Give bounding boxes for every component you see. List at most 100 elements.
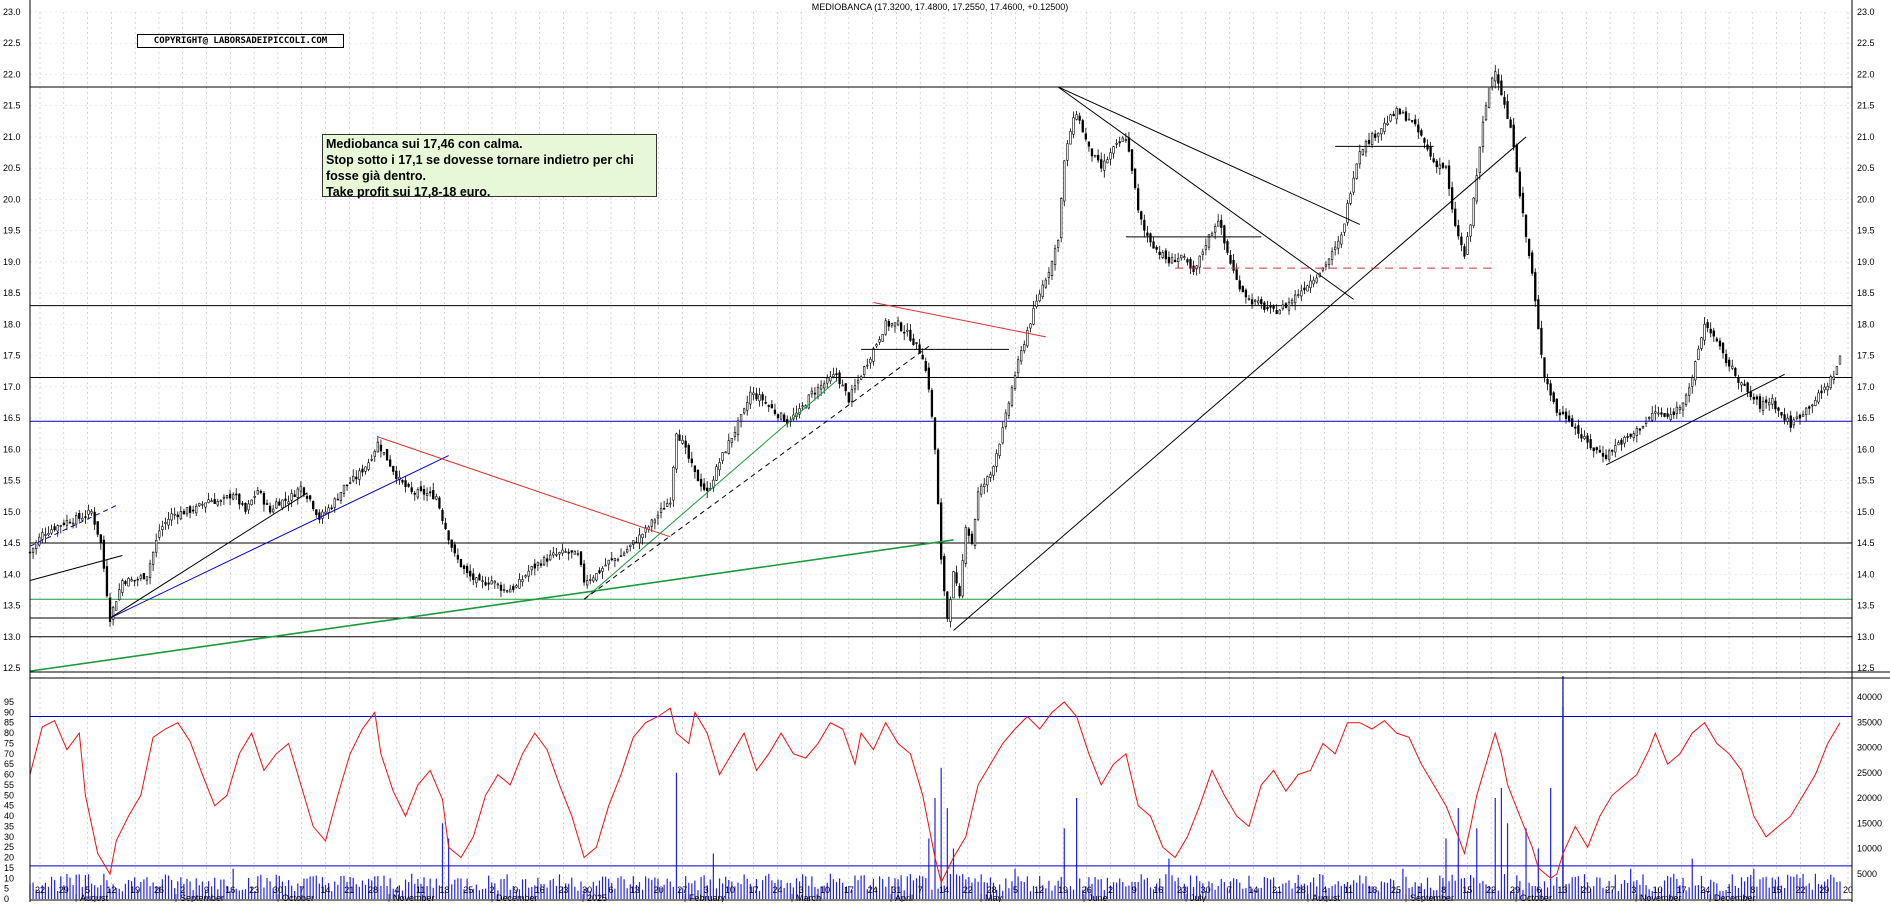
candle-body [484, 582, 487, 586]
candle-body [1491, 77, 1494, 87]
candle-body [124, 581, 127, 585]
candle-body [1500, 80, 1503, 96]
candle-body [1309, 280, 1312, 289]
candle-body [598, 570, 601, 574]
candle-body [1392, 113, 1395, 117]
candle-body [807, 394, 810, 409]
day-tick-label: 24 [772, 885, 782, 895]
candle-body [1096, 155, 1100, 161]
osc-tick-label: 15 [4, 863, 14, 873]
candle-body [1386, 122, 1389, 125]
candle-body [1232, 259, 1235, 271]
candle-body [1558, 412, 1562, 416]
candle-body [1189, 259, 1192, 269]
candle-body [376, 441, 379, 453]
candle-body [1195, 265, 1198, 270]
candle-body [213, 499, 216, 504]
candle-body [170, 513, 173, 521]
oscillator-layer [29, 676, 1852, 899]
day-tick-label: 27 [677, 885, 687, 895]
candle-body [1475, 175, 1478, 202]
candle-body [1266, 306, 1269, 310]
price-tick-label-right: 13.0 [1857, 632, 1875, 642]
candle-body [1521, 192, 1525, 214]
candle-body [352, 475, 355, 482]
candle-body [1013, 375, 1017, 389]
candle-body [244, 502, 247, 512]
price-tick-label-left: 14.0 [3, 569, 21, 579]
candle-body [1515, 144, 1518, 173]
day-tick-label: 23 [1177, 885, 1187, 895]
candle-body [1586, 435, 1589, 443]
candle-body [425, 493, 429, 496]
month-label: October [1520, 893, 1552, 902]
candle-body [1728, 359, 1731, 367]
candle-body [1715, 338, 1719, 342]
candle-body [1838, 355, 1842, 365]
price-tick-label-left: 19.0 [3, 257, 21, 267]
candle-body [801, 405, 804, 408]
candle-body [1217, 220, 1220, 227]
candle-body [992, 466, 995, 476]
candle-body [995, 453, 998, 467]
candle-body [1069, 131, 1072, 145]
day-tick-label: 18 [439, 885, 449, 895]
candle-body [570, 550, 573, 553]
price-tick-label-right: 22.0 [1857, 69, 1875, 79]
day-tick-label: 21 [1272, 885, 1282, 895]
candle-body [1140, 211, 1143, 220]
candle-body [1023, 344, 1026, 352]
candle-body [118, 589, 121, 600]
candle-body [1109, 152, 1112, 160]
candle-body [62, 522, 66, 526]
candle-body [139, 575, 142, 579]
price-tick-label-left: 22.0 [3, 69, 21, 79]
candle-body [435, 496, 438, 500]
volume-tick-label: 20000 [1857, 793, 1882, 803]
candle-body [191, 509, 195, 512]
price-tick-label-left: 17.5 [3, 351, 21, 361]
candle-body [1207, 234, 1211, 248]
candle-body [50, 529, 53, 534]
price-tick-label-left: 15.0 [3, 507, 21, 517]
day-tick-label: 2 [180, 885, 185, 895]
candle-body [250, 499, 253, 505]
candle-body [912, 338, 915, 346]
candle-body [1466, 236, 1469, 255]
trend-line [953, 136, 1527, 631]
candle-body [1623, 437, 1626, 444]
candle-body [1210, 232, 1214, 236]
month-label: August [1312, 893, 1341, 902]
candle-body [1078, 115, 1081, 121]
candle-body [1389, 114, 1392, 122]
axis-layer: 23.0 23.0 22.5 22.5 22.0 22.0 21.5 21.5 21.0 21.0… [3, 0, 1890, 904]
candle-body [158, 530, 161, 538]
candle-body [1469, 224, 1472, 237]
candle-body [413, 493, 416, 495]
candle-body [518, 579, 521, 589]
candle-body [364, 466, 367, 472]
candle-body [527, 570, 530, 577]
candle-body [702, 483, 706, 490]
day-tick-label: 1 [1417, 885, 1422, 895]
candle-body [909, 329, 912, 341]
candle-body [930, 390, 934, 417]
day-tick-label: 14 [939, 885, 949, 895]
candle-body [980, 485, 983, 495]
osc-tick-label: 30 [4, 832, 14, 842]
candle-body [746, 402, 749, 411]
candle-body [1044, 279, 1047, 288]
candle-body [1814, 400, 1817, 407]
price-tick-label-right: 22.5 [1857, 38, 1875, 48]
candle-body [810, 390, 814, 395]
candle-body [308, 495, 312, 500]
osc-tick-label: 70 [4, 749, 14, 759]
candle-body [669, 502, 672, 505]
candle-body [1737, 377, 1740, 383]
candle-body [216, 501, 219, 506]
candle-body [699, 478, 703, 487]
day-tick-label: 13 [1558, 885, 1568, 895]
candle-body [672, 466, 675, 501]
price-tick-label-left: 13.5 [3, 601, 21, 611]
candle-body [924, 361, 927, 371]
